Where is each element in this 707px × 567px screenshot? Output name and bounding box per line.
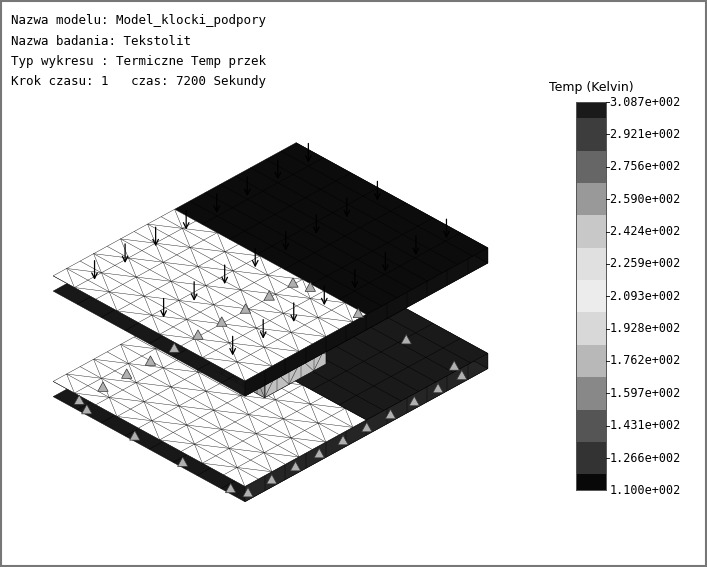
Bar <box>576 377 606 409</box>
Polygon shape <box>409 396 419 406</box>
Text: Nazwa badania: Tekstolit: Nazwa badania: Tekstolit <box>11 35 191 48</box>
Bar <box>576 183 606 215</box>
Polygon shape <box>288 278 298 287</box>
Polygon shape <box>216 317 227 326</box>
Polygon shape <box>291 462 300 471</box>
Polygon shape <box>433 383 443 393</box>
Text: Temp (Kelvin): Temp (Kelvin) <box>549 81 633 94</box>
Text: 1.597e+002: 1.597e+002 <box>609 387 681 400</box>
Polygon shape <box>305 282 315 291</box>
Polygon shape <box>401 335 411 344</box>
Polygon shape <box>215 280 264 398</box>
Polygon shape <box>240 304 251 313</box>
Polygon shape <box>81 404 92 414</box>
Text: 1.431e+002: 1.431e+002 <box>609 419 681 432</box>
Text: Nazwa modelu: Model_klocki_podpory: Nazwa modelu: Model_klocki_podpory <box>11 14 266 27</box>
Bar <box>576 474 606 507</box>
Text: Typ wykresu : Termiczne Temp przek: Typ wykresu : Termiczne Temp przek <box>11 55 266 68</box>
Polygon shape <box>264 274 326 398</box>
Polygon shape <box>215 247 276 371</box>
Polygon shape <box>245 248 488 396</box>
Polygon shape <box>385 409 396 419</box>
Text: 2.921e+002: 2.921e+002 <box>609 128 681 141</box>
Text: 2.259e+002: 2.259e+002 <box>609 257 681 270</box>
Bar <box>576 345 606 377</box>
Polygon shape <box>74 395 84 404</box>
Polygon shape <box>264 291 274 300</box>
Text: 1.100e+002: 1.100e+002 <box>609 484 681 497</box>
Bar <box>576 409 606 442</box>
Polygon shape <box>457 370 467 380</box>
Text: 2.590e+002: 2.590e+002 <box>609 193 681 206</box>
Polygon shape <box>296 143 488 263</box>
Polygon shape <box>193 330 203 339</box>
Polygon shape <box>353 308 363 318</box>
Bar <box>576 119 606 151</box>
Polygon shape <box>53 264 488 502</box>
Text: 1.762e+002: 1.762e+002 <box>609 354 681 367</box>
Polygon shape <box>296 248 488 369</box>
Bar <box>576 280 606 312</box>
Polygon shape <box>314 448 325 458</box>
Polygon shape <box>129 431 140 440</box>
Polygon shape <box>243 488 253 497</box>
Bar <box>576 86 606 119</box>
Polygon shape <box>175 143 488 315</box>
Polygon shape <box>98 382 108 391</box>
Polygon shape <box>245 353 488 502</box>
Polygon shape <box>449 361 460 370</box>
Bar <box>576 442 606 474</box>
Bar <box>576 151 606 183</box>
Text: 1.928e+002: 1.928e+002 <box>609 322 681 335</box>
Polygon shape <box>276 247 326 364</box>
Polygon shape <box>169 343 180 352</box>
Bar <box>576 248 606 280</box>
Polygon shape <box>175 248 488 420</box>
Polygon shape <box>267 475 277 484</box>
Polygon shape <box>338 435 349 445</box>
Polygon shape <box>122 369 132 378</box>
Polygon shape <box>53 158 488 396</box>
Polygon shape <box>215 247 326 307</box>
Text: 2.424e+002: 2.424e+002 <box>609 225 681 238</box>
Polygon shape <box>53 209 366 381</box>
Bar <box>576 215 606 248</box>
Polygon shape <box>53 315 366 486</box>
Polygon shape <box>226 483 236 493</box>
Text: 3.087e+002: 3.087e+002 <box>609 96 681 108</box>
Text: 2.756e+002: 2.756e+002 <box>609 160 681 174</box>
Text: 1.266e+002: 1.266e+002 <box>609 451 681 464</box>
Polygon shape <box>145 356 156 365</box>
Polygon shape <box>177 457 188 467</box>
Polygon shape <box>361 422 372 432</box>
Bar <box>576 312 606 345</box>
Text: Krok czasu: 1   czas: 7200 Sekundy: Krok czasu: 1 czas: 7200 Sekundy <box>11 75 266 88</box>
Text: 2.093e+002: 2.093e+002 <box>609 290 681 303</box>
